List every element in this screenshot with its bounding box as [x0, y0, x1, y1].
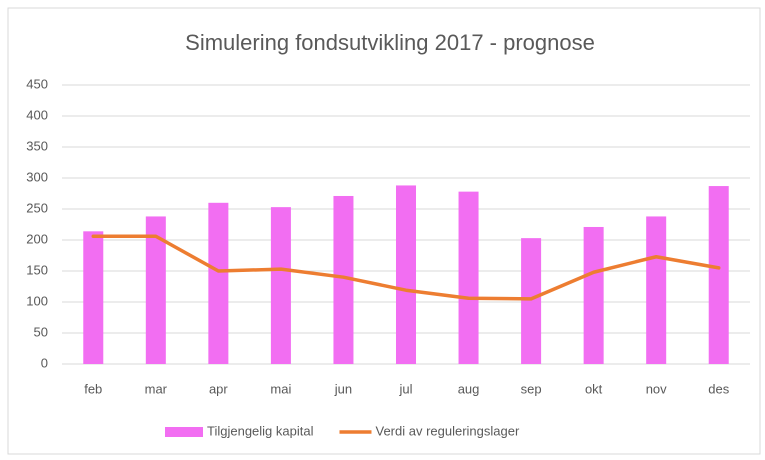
legend-label: Tilgjengelig kapital: [207, 423, 314, 438]
y-tick-label: 200: [26, 231, 48, 246]
y-tick-label: 450: [26, 76, 48, 91]
y-tick-label: 250: [26, 200, 48, 215]
x-tick-label: feb: [84, 381, 102, 396]
bar: [395, 185, 417, 364]
y-tick-label: 50: [34, 324, 48, 339]
chart-frame: [7, 7, 761, 455]
legend-label: Verdi av reguleringslager: [375, 423, 519, 438]
y-tick-label: 0: [41, 355, 48, 370]
x-tick-label: apr: [209, 381, 228, 396]
x-tick-label: jun: [334, 381, 352, 396]
x-tick-label: jul: [398, 381, 412, 396]
chart-title: Simulering fondsutvikling 2017 - prognos…: [185, 30, 595, 55]
bar: [208, 202, 229, 364]
bar: [583, 226, 604, 364]
y-tick-label: 300: [26, 169, 48, 184]
bar: [145, 216, 166, 364]
bar: [458, 191, 479, 364]
bar: [646, 216, 667, 364]
x-tick-label: mar: [145, 381, 168, 396]
x-tick-label: mai: [270, 381, 291, 396]
line: [91, 234, 721, 301]
x-tick-label: okt: [585, 381, 603, 396]
y-tick-label: 150: [26, 262, 48, 277]
x-tick-label: nov: [646, 381, 667, 396]
bar: [708, 186, 729, 364]
y-tick-label: 400: [26, 107, 48, 122]
legend-swatch: [165, 427, 203, 437]
bar: [333, 195, 354, 364]
bar: [83, 231, 104, 364]
x-tick-label: sep: [521, 381, 542, 396]
bar: [521, 238, 542, 364]
y-tick-label: 100: [26, 293, 48, 308]
x-tick-label: des: [708, 381, 729, 396]
x-tick-label: aug: [458, 381, 480, 396]
bar: [270, 207, 291, 364]
y-tick-label: 350: [26, 138, 48, 153]
